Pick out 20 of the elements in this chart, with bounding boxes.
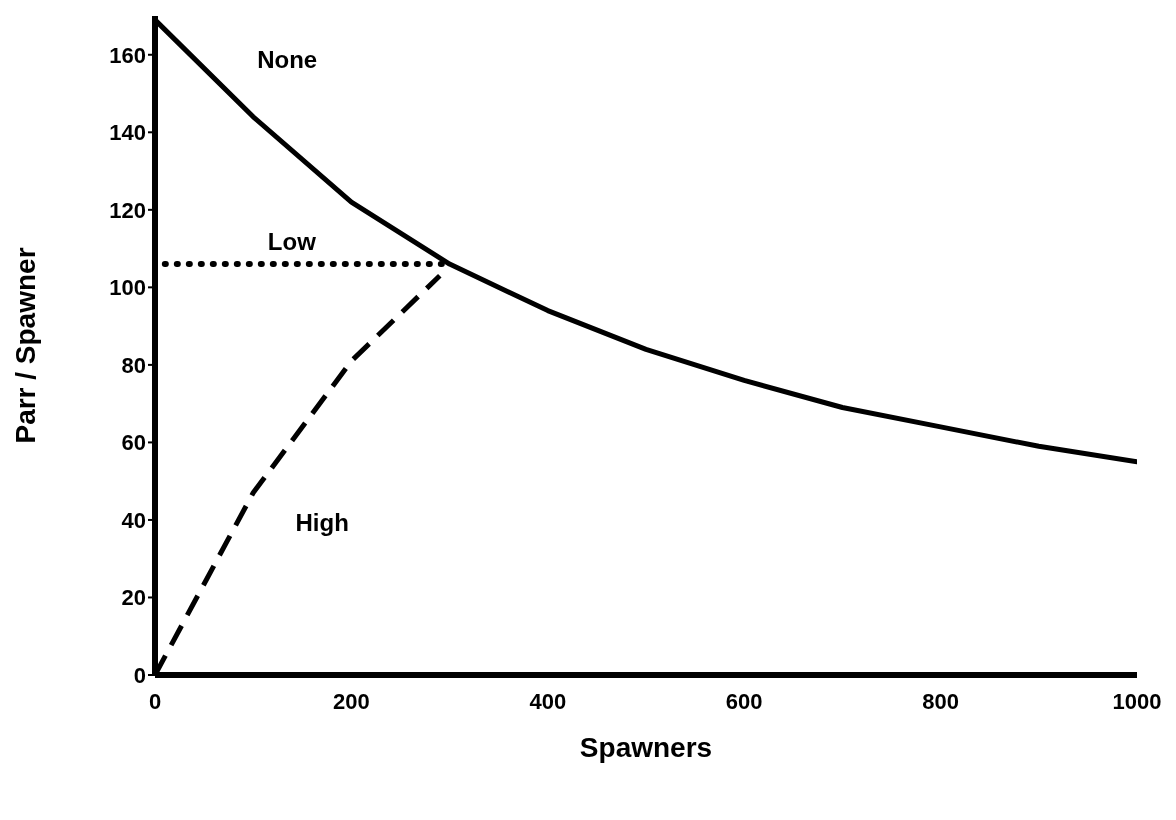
y-axis-title: Parr / Spawner: [9, 247, 41, 444]
x-tick-label: 800: [922, 688, 959, 714]
x-tick-label: 600: [725, 688, 763, 714]
y-tick-label: 60: [121, 430, 146, 456]
x-tick-label: 400: [529, 688, 567, 714]
y-tick-label: 120: [109, 197, 146, 223]
series-label: Low: [267, 227, 317, 255]
y-tick-label: 100: [109, 275, 146, 301]
y-tick-label: 0: [133, 662, 146, 688]
y-tick-label: 140: [109, 120, 146, 146]
x-axis-title: Spawners: [579, 732, 713, 763]
y-tick-label: 80: [121, 352, 146, 378]
y-tick-label: 20: [121, 585, 146, 611]
x-tick-label: 200: [333, 688, 370, 714]
series-label: High: [295, 509, 349, 537]
series-label: None: [257, 46, 318, 74]
x-tick-label: 0: [148, 688, 162, 714]
x-tick-label: 1000: [1112, 688, 1162, 714]
y-tick-label: 160: [109, 42, 146, 68]
y-tick-label: 40: [121, 507, 146, 533]
